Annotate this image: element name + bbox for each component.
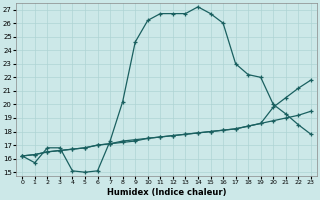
X-axis label: Humidex (Indice chaleur): Humidex (Indice chaleur)	[107, 188, 226, 197]
